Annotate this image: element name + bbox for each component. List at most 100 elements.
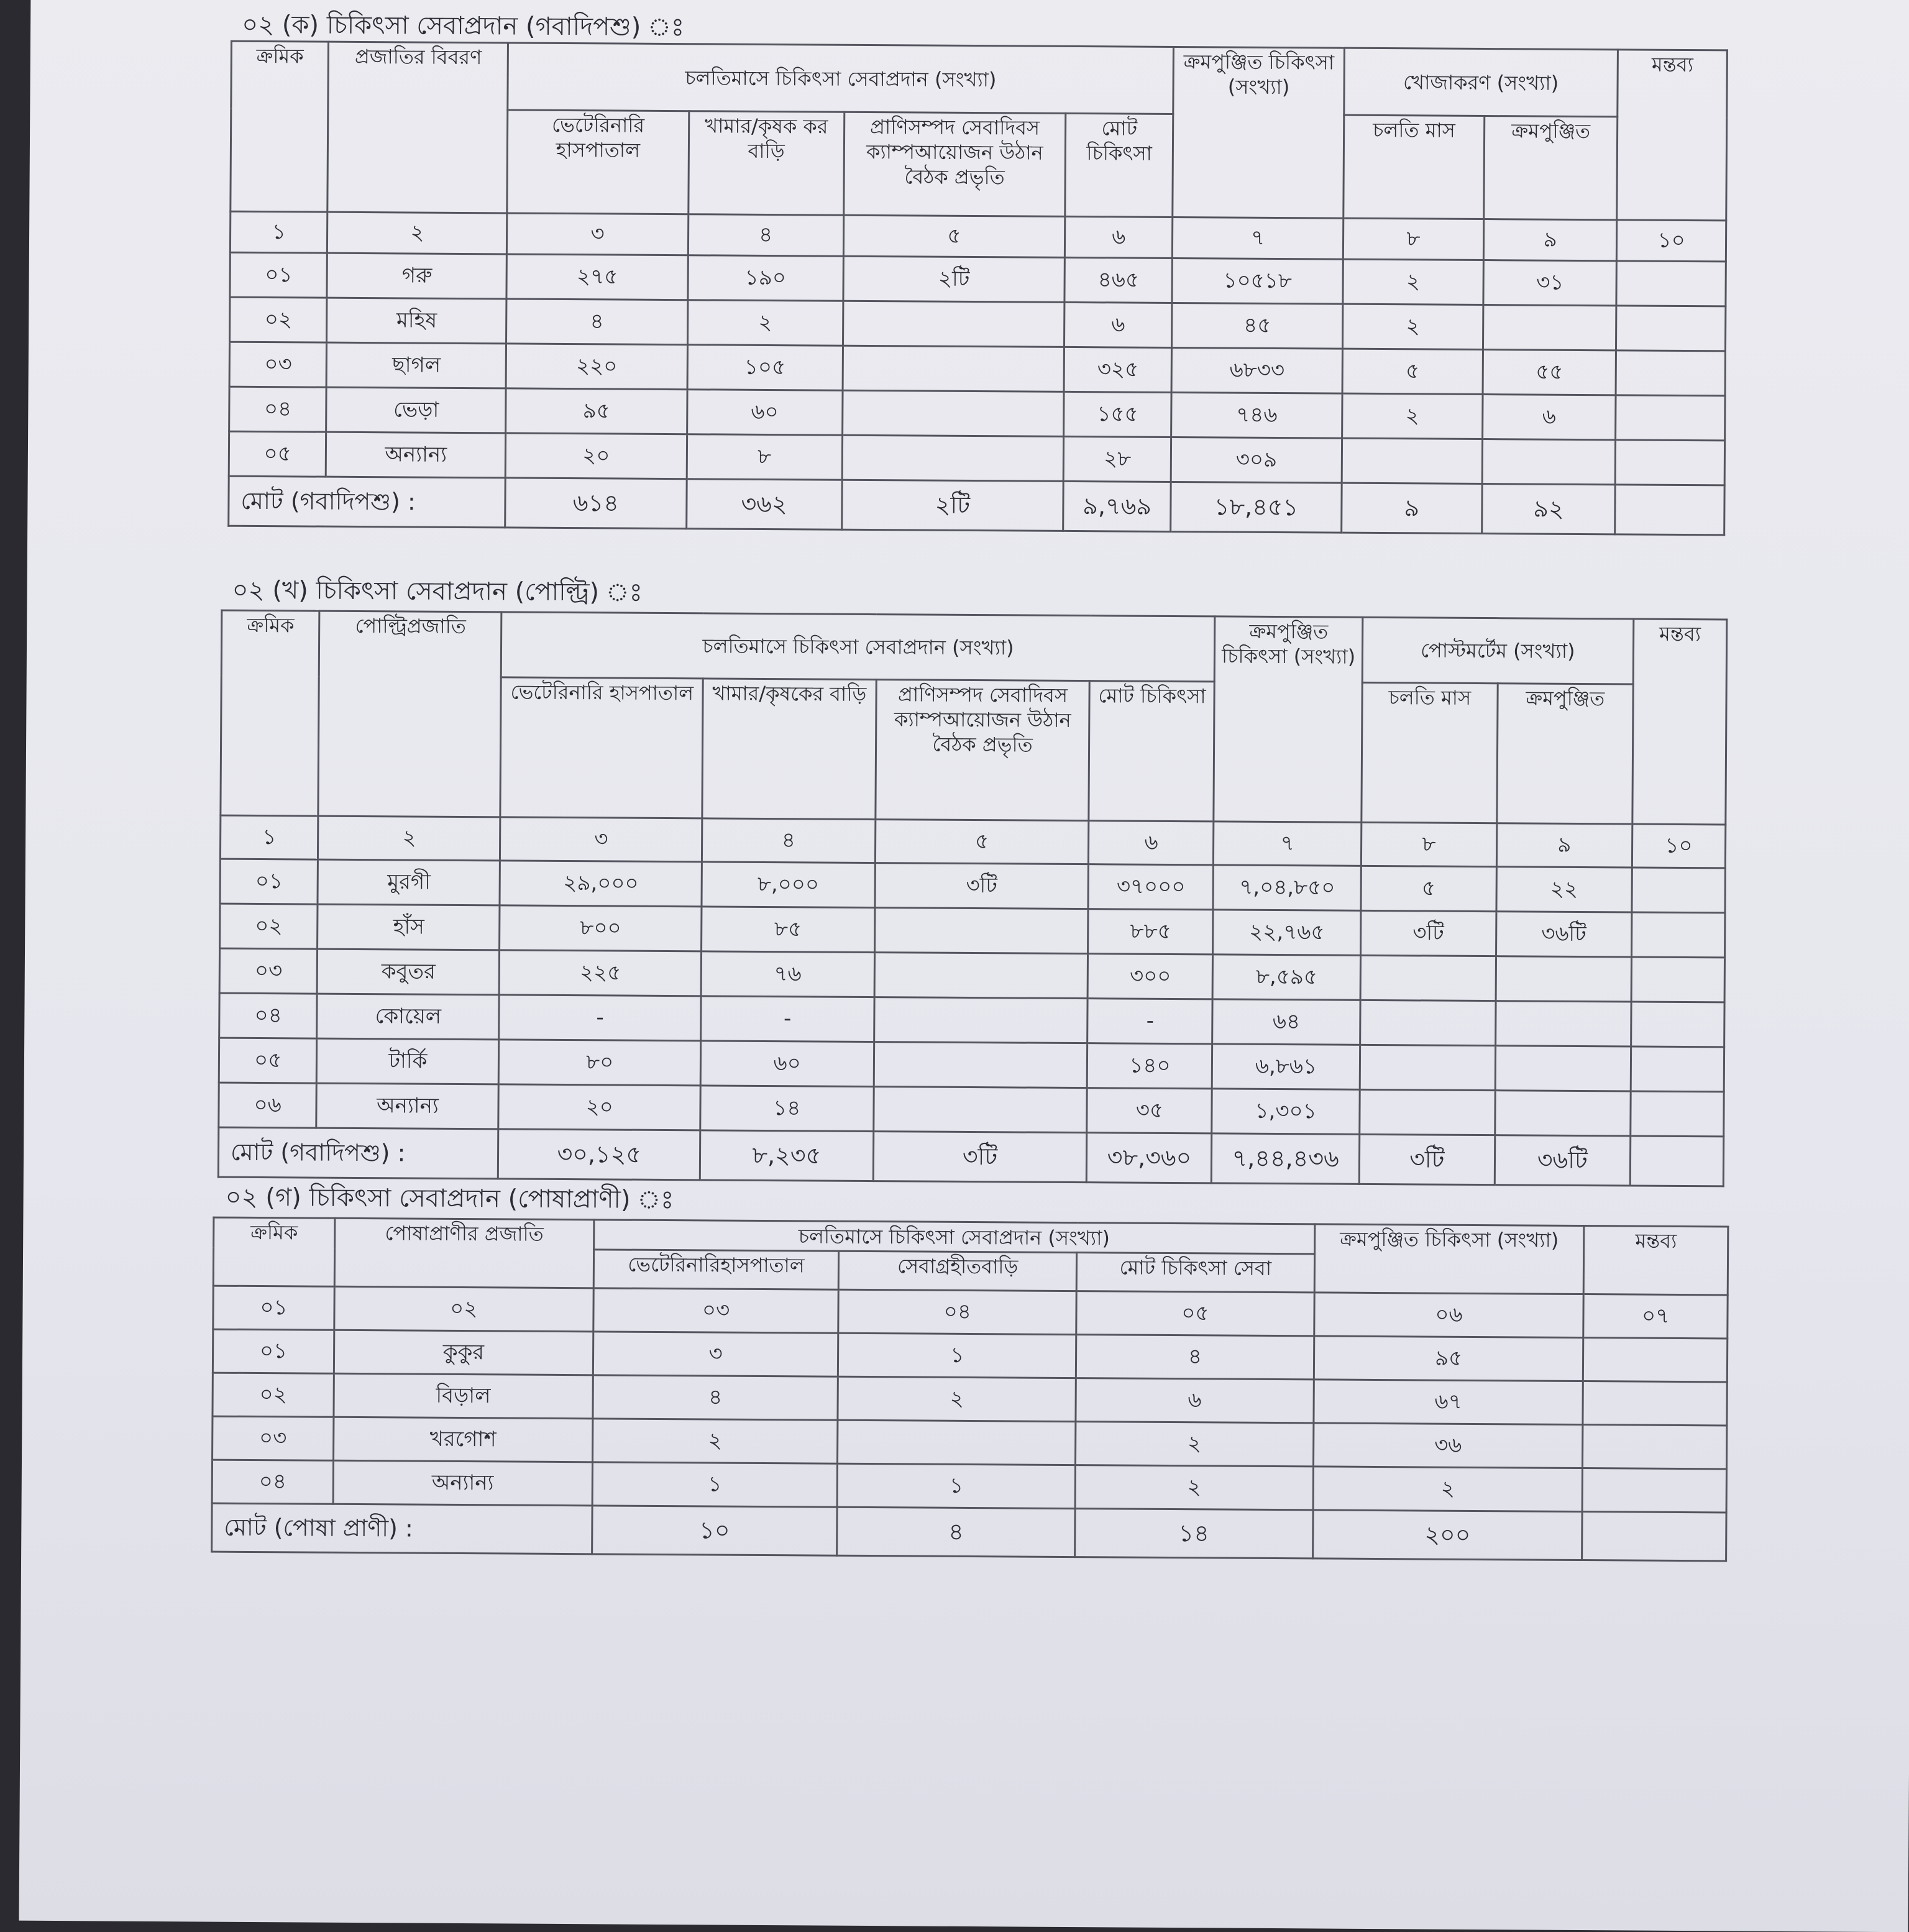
table-cell: ৮৮৫ <box>1087 909 1214 955</box>
table-cell: ৬০ <box>687 389 843 436</box>
table-cell: ০৫ <box>219 1038 318 1084</box>
column-header: ক্রমিক <box>213 1217 335 1287</box>
table-cell: ৬,৮৬১ <box>1212 1043 1360 1090</box>
table-cell: ১ <box>592 1462 838 1508</box>
total-cell: ১৮,৪৫১ <box>1171 482 1342 533</box>
table-cell: ০১ <box>220 859 318 905</box>
table-cell: ১৯০ <box>687 255 844 301</box>
table-cell: ৭৪৬ <box>1171 392 1342 439</box>
total-cell: ২০০ <box>1312 1509 1583 1560</box>
table-cell: ১ <box>230 211 328 254</box>
table-cell: ২০ <box>505 433 687 479</box>
table-cell <box>874 997 1088 1043</box>
column-header: চলতিমাসে চিকিৎসা সেবাপ্রদান (সংখ্যা) <box>508 42 1174 114</box>
table-cell: ০১ <box>213 1286 335 1330</box>
table-cell: ৪ <box>702 818 876 863</box>
column-header: চলতি মাস <box>1343 115 1485 219</box>
table-cell: ১৪ <box>700 1085 874 1132</box>
table-cell <box>1630 1046 1724 1092</box>
table-cell: ৩২৫ <box>1064 347 1172 393</box>
table-cell <box>1583 1337 1728 1382</box>
table-cell: গরু <box>327 253 507 299</box>
table-cell <box>1483 304 1617 350</box>
table-cell: ৩০৯ <box>1171 437 1342 483</box>
total-row: মোট (গবাদিপশু) :৬১৪ ৩৬২ ২টি ৯,৭৬৯ ১৮,৪৫১ ৯ ৯২ <box>228 476 1725 535</box>
table-cell: ০১ <box>213 1329 334 1374</box>
table-cell: - <box>499 994 702 1041</box>
table-cell: ৩ <box>506 213 689 255</box>
table-cell: ৬ <box>1482 394 1616 440</box>
table-cell <box>1631 912 1725 958</box>
table-cell: ৪৬৫ <box>1064 257 1173 303</box>
table-cell: ৮ <box>686 434 843 480</box>
table-cell: ৮৫ <box>701 906 875 953</box>
table-cell: ২৮ <box>1063 436 1171 482</box>
table-cell: অন্যান্য <box>316 1083 499 1129</box>
column-header: মন্তব্য <box>1583 1225 1728 1295</box>
header-row: ক্রমিক প্রজাতির বিবরণ চলতিমাসে চিকিৎসা সেব… <box>230 41 1728 221</box>
table-cell: ৯ <box>1496 823 1632 868</box>
table-cell: ৬ <box>1075 1378 1314 1423</box>
table-cell <box>1359 1089 1495 1135</box>
table-cell: ২ <box>1342 393 1483 439</box>
table-cell: ৭ <box>1213 821 1362 866</box>
table-cell: ২ <box>1075 1421 1314 1467</box>
total-label: মোট (গবাদিপশু) : <box>228 476 506 528</box>
table-cell: ১০৫ <box>687 344 843 391</box>
table-cell: ১ <box>838 1333 1076 1378</box>
total-cell <box>1630 1136 1724 1186</box>
table-cell <box>1360 955 1496 1001</box>
table-cell: ৯ <box>1483 219 1617 261</box>
table-cell: ১৪০ <box>1087 1043 1213 1089</box>
table-cell: ৬৭ <box>1313 1379 1583 1425</box>
table-cell <box>1495 956 1632 1002</box>
table-cell <box>843 301 1065 347</box>
column-header: খামার/কৃষকের বাড়ি <box>702 678 876 820</box>
column-header: ক্রমিক <box>220 610 320 817</box>
table-cell: ০৬ <box>1314 1292 1584 1338</box>
column-header: চলতিমাসে চিকিৎসা সেবাপ্রদান (সংখ্যা) <box>501 611 1215 682</box>
table-cell: মুরগী <box>318 859 500 905</box>
table-cell <box>874 907 1089 954</box>
table-cell: ২ <box>592 1418 838 1464</box>
table-cell: ৫ <box>1342 349 1483 395</box>
table-cell: ৭,০৪,৮৫০ <box>1213 864 1362 911</box>
table-cell: ৮ <box>1343 218 1484 260</box>
total-row: মোট (পোষা প্রাণী) :১০ ৪ ১৪ ২০০ <box>211 1503 1727 1561</box>
table-cell <box>1583 1381 1728 1426</box>
table-cell: ৩ <box>500 817 702 862</box>
table-cell: ২২৫ <box>499 950 702 996</box>
table-cell: ৪ <box>687 214 844 257</box>
table-cell: ২টি <box>843 256 1065 303</box>
total-label: মোট (পোষা প্রাণী) : <box>211 1503 592 1554</box>
table-cell: ৬ <box>1064 216 1173 259</box>
table-cell: ০১ <box>229 252 327 298</box>
table-c-title: ০২ (গ) চিকিৎসা সেবাপ্রদান (পোষাপ্রাণী) ঃ <box>225 1183 674 1215</box>
total-cell: ৩টি <box>872 1131 1087 1183</box>
header-row: ক্রমিক পোষাপ্রাণীর প্রজাতি চলতিমাসে চিকিৎস… <box>213 1217 1728 1295</box>
table-cell: ৮,০০০ <box>702 861 875 908</box>
total-cell: ৩৬টি <box>1495 1135 1631 1186</box>
header-row: ক্রমিক পোল্ট্রিপ্রজাতি চলতিমাসে চিকিৎসা সে… <box>220 610 1727 825</box>
table-cell: ৮০ <box>498 1039 701 1086</box>
table-cell <box>1495 1090 1631 1137</box>
total-label: মোট (গবাদিপশু) : <box>218 1127 499 1179</box>
table-cell: ২ <box>1312 1466 1583 1512</box>
total-cell: ১০ <box>592 1505 838 1556</box>
total-cell: ৯২ <box>1481 483 1616 534</box>
column-header: ক্রমপুঞ্জিত চিকিৎসা (সংখ্যা) <box>1173 47 1345 219</box>
document-page: ০২ (ক) চিকিৎসা সেবাপ্রদান (গবাদিপশু) ঃ ক… <box>19 0 1909 1932</box>
column-header: ক্রমপুঞ্জিত চিকিৎসা (সংখ্যা) <box>1214 616 1363 823</box>
total-cell: ৯ <box>1341 483 1483 534</box>
table-cell: ২ <box>687 300 843 346</box>
total-cell: ৩টি <box>1359 1134 1495 1185</box>
table-cell: বিড়াল <box>333 1373 593 1419</box>
table-cell: ০৪ <box>838 1289 1077 1335</box>
table-cell: ০২ <box>334 1286 593 1332</box>
table-cell: ২ <box>318 816 501 861</box>
table-cell: ১ <box>837 1463 1076 1509</box>
table-cell: ৮ <box>1361 822 1497 867</box>
column-header: প্রাণিসম্পদ সেবাদিবস ক্যাম্পআয়োজন উঠান … <box>875 679 1090 821</box>
table-cell: অন্যান্য <box>326 432 506 478</box>
table-cell: ১,৩০১ <box>1212 1088 1360 1135</box>
